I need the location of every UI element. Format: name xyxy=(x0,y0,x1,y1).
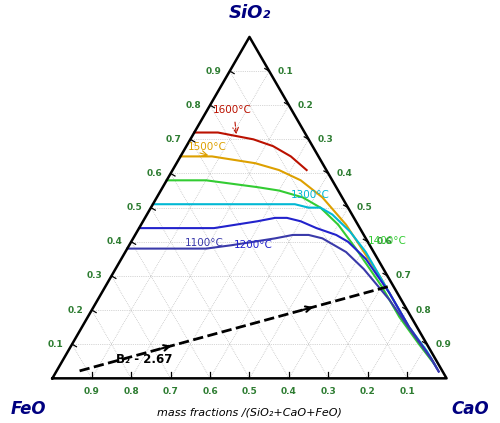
Text: 0.3: 0.3 xyxy=(87,272,103,280)
Text: 0.3: 0.3 xyxy=(320,387,336,396)
Text: 0.8: 0.8 xyxy=(186,101,202,110)
Text: 1500°C: 1500°C xyxy=(188,142,226,152)
Text: SiO₂: SiO₂ xyxy=(228,4,270,22)
Text: 0.1: 0.1 xyxy=(400,387,415,396)
Text: 0.5: 0.5 xyxy=(356,203,372,212)
Text: 0.8: 0.8 xyxy=(416,305,432,315)
Text: CaO: CaO xyxy=(452,400,489,418)
Text: 1200°C: 1200°C xyxy=(234,240,273,250)
Text: 0.6: 0.6 xyxy=(202,387,218,396)
Text: 0.5: 0.5 xyxy=(242,387,258,396)
Text: mass fractions /(SiO₂+CaO+FeO): mass fractions /(SiO₂+CaO+FeO) xyxy=(157,408,342,418)
Text: 1600°C: 1600°C xyxy=(214,105,252,115)
Text: 0.1: 0.1 xyxy=(48,340,64,349)
Text: 0.2: 0.2 xyxy=(298,101,314,110)
Text: 1400°C: 1400°C xyxy=(368,236,406,246)
Text: 0.4: 0.4 xyxy=(337,169,353,178)
Text: 0.7: 0.7 xyxy=(396,272,412,280)
Text: 0.5: 0.5 xyxy=(126,203,142,212)
Text: 0.4: 0.4 xyxy=(281,387,297,396)
Text: 0.7: 0.7 xyxy=(162,387,178,396)
Text: B₂ - 2.67: B₂ - 2.67 xyxy=(116,353,172,366)
Text: 1100°C: 1100°C xyxy=(184,238,224,248)
Text: 0.6: 0.6 xyxy=(146,169,162,178)
Text: 0.1: 0.1 xyxy=(278,66,293,76)
Text: FeO: FeO xyxy=(11,400,47,418)
Text: 0.7: 0.7 xyxy=(166,135,182,144)
Text: 0.2: 0.2 xyxy=(360,387,376,396)
Text: 1300°C: 1300°C xyxy=(291,190,330,200)
Text: 0.9: 0.9 xyxy=(205,66,221,76)
Text: 0.4: 0.4 xyxy=(106,237,122,246)
Text: 0.3: 0.3 xyxy=(318,135,333,144)
Text: 0.8: 0.8 xyxy=(124,387,139,396)
Text: 0.6: 0.6 xyxy=(376,237,392,246)
Text: 0.2: 0.2 xyxy=(68,305,83,315)
Text: 0.9: 0.9 xyxy=(436,340,452,349)
Text: 0.9: 0.9 xyxy=(84,387,100,396)
